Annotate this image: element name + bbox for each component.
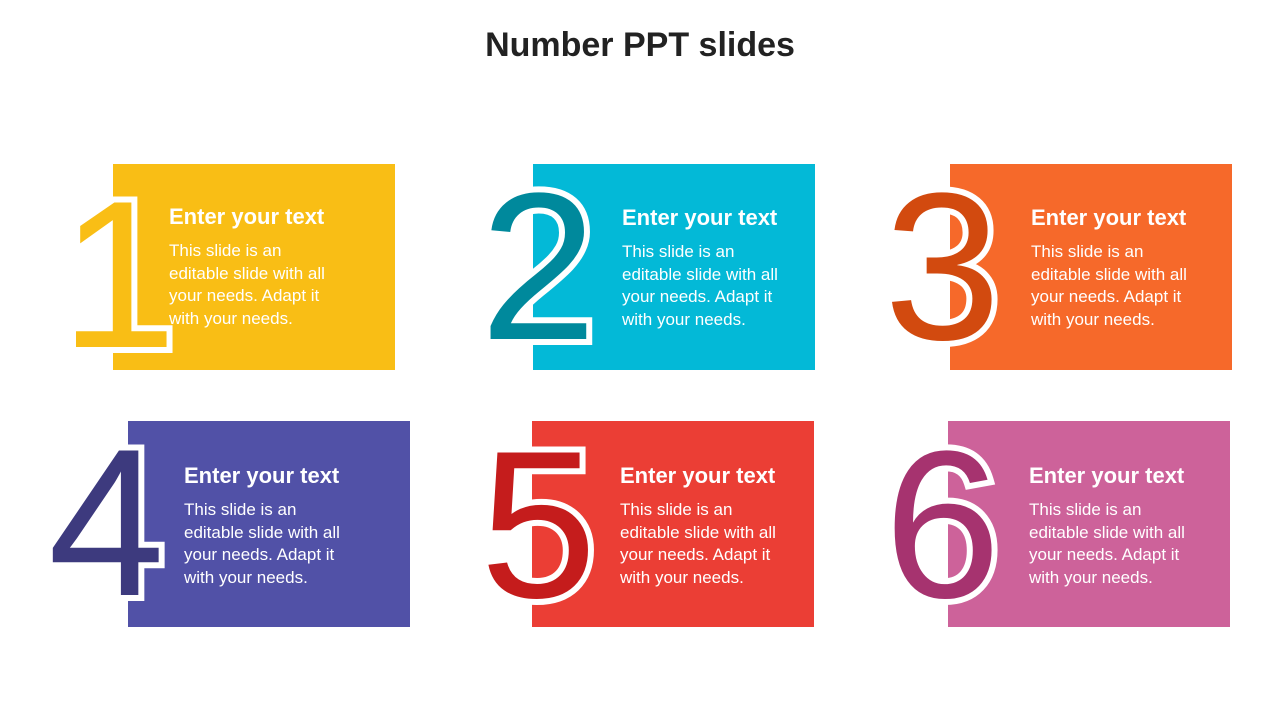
card-body-line: with your needs.: [620, 567, 744, 587]
card-body: This slide is an editable slide with all…: [622, 241, 802, 331]
card-body: This slide is an editable slide with all…: [620, 499, 800, 589]
card-heading: Enter your text: [1029, 463, 1185, 488]
card-body: This slide is an editable slide with all…: [184, 499, 364, 589]
card-body-line: your needs. Adapt it: [184, 545, 335, 564]
number-card-1: Enter your text This slide is an editabl…: [113, 164, 395, 370]
number-digit-4: 4: [42, 405, 171, 640]
card-body: This slide is an editable slide with all…: [1029, 499, 1209, 589]
card-body-line: This slide is an: [184, 500, 297, 519]
card-heading: Enter your text: [169, 204, 325, 229]
card-body: This slide is an editable slide with all…: [1031, 241, 1211, 331]
card-body-line: your needs. Adapt it: [622, 287, 773, 306]
card-body-line: editable slide with all: [622, 264, 778, 284]
card-body-line: editable slide with all: [1029, 522, 1185, 542]
card-heading: Enter your text: [1031, 205, 1187, 230]
number-card-6: Enter your text This slide is an editabl…: [948, 421, 1230, 627]
number-digit-2: 2: [474, 149, 603, 384]
number-digit-3: 3: [878, 149, 1007, 384]
number-digit-1: 1: [54, 157, 183, 392]
card-body-line: This slide is an: [1029, 500, 1142, 519]
card-body-line: editable slide with all: [1031, 264, 1187, 284]
card-body-line: editable slide with all: [169, 263, 325, 283]
card-heading: Enter your text: [622, 205, 778, 230]
card-body-line: editable slide with all: [184, 522, 340, 542]
card-body-line: This slide is an: [1031, 242, 1144, 261]
card-body-line: your needs. Adapt it: [620, 545, 771, 564]
number-card-2: Enter your text This slide is an editabl…: [533, 164, 815, 370]
number-card-3: Enter your text This slide is an editabl…: [950, 164, 1232, 370]
number-card-4: Enter your text This slide is an editabl…: [128, 421, 410, 627]
card-body-line: your needs. Adapt it: [1031, 287, 1182, 306]
card-body-line: editable slide with all: [620, 522, 776, 542]
card-body-line: with your needs.: [184, 567, 308, 587]
card-heading: Enter your text: [620, 463, 776, 488]
card-body: This slide is an editable slide with all…: [169, 240, 349, 330]
card-body-line: your needs. Adapt it: [1029, 545, 1180, 564]
number-card-5: Enter your text This slide is an editabl…: [532, 421, 814, 627]
card-body-line: with your needs.: [169, 308, 293, 328]
card-body-line: This slide is an: [169, 241, 282, 260]
card-heading: Enter your text: [184, 463, 340, 488]
card-body-line: This slide is an: [622, 242, 735, 261]
page-title: Number PPT slides: [485, 26, 795, 64]
number-digit-5: 5: [474, 407, 603, 642]
card-body-line: your needs. Adapt it: [169, 286, 320, 305]
card-body-line: This slide is an: [620, 500, 733, 519]
number-digit-6: 6: [878, 407, 1007, 642]
card-body-line: with your needs.: [1029, 567, 1153, 587]
card-body-line: with your needs.: [1031, 309, 1155, 329]
card-body-line: with your needs.: [622, 309, 746, 329]
